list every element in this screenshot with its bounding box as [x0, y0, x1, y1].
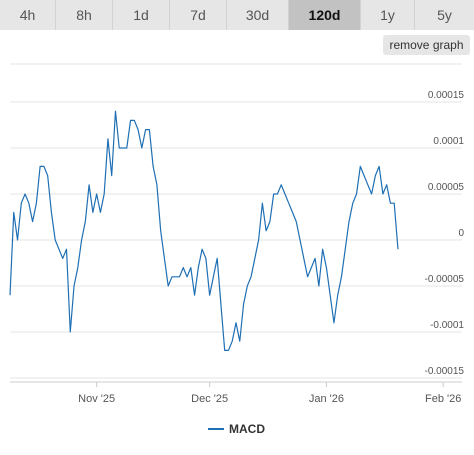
legend-label: MACD	[229, 422, 265, 436]
y-tick-label: 0	[458, 228, 464, 239]
time-range-tabs: 4h 8h 1d 7d 30d 120d 1y 5y	[0, 0, 474, 30]
tab-120d[interactable]: 120d	[289, 0, 361, 30]
tab-30d[interactable]: 30d	[227, 0, 289, 30]
legend-item-macd[interactable]: MACD	[208, 420, 265, 438]
x-tick-label: Dec '25	[191, 393, 228, 405]
tab-5y[interactable]: 5y	[437, 7, 452, 23]
legend-line-swatch	[208, 428, 224, 430]
tab-1y[interactable]: 1y	[361, 0, 415, 30]
tab-1d[interactable]: 1d	[113, 0, 170, 30]
x-tick-label: Nov '25	[78, 393, 115, 405]
y-tick-label: 0.00015	[428, 90, 465, 101]
tab-8h[interactable]: 8h	[56, 0, 113, 30]
series-line-macd	[9, 110, 399, 351]
y-tick-label: -0.00015	[425, 366, 465, 377]
y-tick-label: 0.00005	[428, 182, 465, 193]
remove-graph-button[interactable]: remove graph	[383, 35, 470, 55]
tab-4h[interactable]: 4h	[0, 0, 56, 30]
y-tick-label: 0.0001	[433, 136, 464, 147]
x-tick-label: Jan '26	[309, 393, 344, 405]
y-tick-label: -0.00005	[425, 274, 465, 285]
tab-7d[interactable]: 7d	[170, 0, 227, 30]
y-tick-label: -0.0001	[430, 320, 464, 331]
x-tick-label: Feb '26	[425, 393, 461, 405]
